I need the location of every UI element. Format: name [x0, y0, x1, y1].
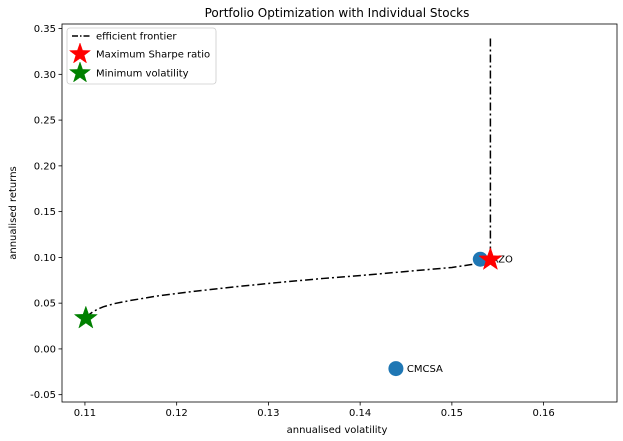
x-tick-label: 0.12: [166, 408, 188, 419]
y-tick-label: 0.25: [34, 116, 56, 127]
y-tick-label: 0.30: [34, 70, 56, 81]
legend-star-swatch: [68, 42, 92, 64]
points-layer: CMCSA AZO: [388, 251, 513, 377]
x-tick-label: 0.13: [257, 408, 279, 419]
frontier-layer: [86, 37, 492, 319]
y-tick-label: 0.00: [34, 344, 56, 355]
plot-frame: [61, 23, 618, 403]
legend: efficient frontier Maximum Sharpe ratio Mi…: [66, 27, 217, 85]
legend-box: [66, 27, 217, 85]
y-tick-label: 0.20: [34, 161, 56, 172]
markers-layer: [73, 246, 503, 329]
legend-marker-label: Maximum Sharpe ratio: [96, 50, 210, 61]
y-tick-label: 0.05: [34, 299, 56, 310]
y-tick-label: 0.15: [34, 207, 56, 218]
star-marker: [73, 305, 98, 329]
x-tick-label: 0.15: [441, 408, 463, 419]
stock-point: [472, 251, 488, 267]
legend-star-swatch: [68, 61, 92, 83]
x-axis-ticks: 0.11 0.12 0.13 0.14 0.15 0.16: [74, 402, 555, 419]
y-tick-label: 0.35: [34, 24, 56, 35]
y-axis-label: annualised returns: [8, 166, 19, 260]
y-tick-label: -0.05: [30, 390, 56, 401]
stock-label: CMCSA: [407, 364, 443, 375]
efficient-frontier-line: [86, 37, 492, 319]
star-marker: [478, 246, 503, 271]
chart-title: Portfolio Optimization with Individual S…: [205, 6, 470, 20]
x-axis-label: annualised volatility: [287, 425, 388, 436]
y-tick-label: 0.10: [34, 253, 56, 264]
x-tick-label: 0.11: [74, 408, 96, 419]
legend-frontier-label: efficient frontier: [96, 32, 177, 43]
x-tick-label: 0.16: [532, 408, 554, 419]
y-axis-ticks: -0.05 0.00 0.05 0.10 0.15 0.20 0.25 0.30 0.35: [30, 24, 62, 401]
stock-point: [388, 361, 404, 377]
stock-label: AZO: [491, 255, 513, 266]
legend-marker-label: Minimum volatility: [96, 69, 189, 80]
x-tick-label: 0.14: [349, 408, 371, 419]
